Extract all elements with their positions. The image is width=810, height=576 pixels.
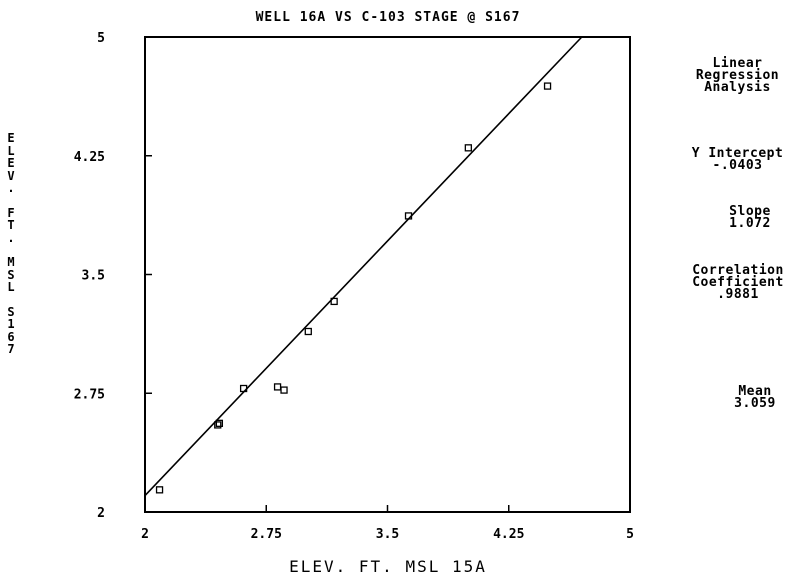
y-axis-label-char: . — [7, 230, 15, 245]
y-axis-label-char: 6 — [7, 329, 15, 344]
slope-value: 1.072 — [729, 216, 771, 231]
data-point — [215, 419, 224, 427]
data-point — [330, 297, 338, 306]
y-tick-label: 2 — [97, 506, 105, 521]
analysis-title-line-3: Analysis — [704, 80, 771, 95]
data-point — [404, 212, 413, 220]
x-tick-label: 4.25 — [493, 527, 524, 542]
correlation-value: .9881 — [717, 287, 759, 302]
regression-line — [144, 36, 583, 497]
data-point — [280, 386, 288, 394]
y-tick-label: 4.25 — [74, 150, 105, 165]
data-point — [543, 82, 552, 90]
mean-label: Mean — [738, 384, 772, 399]
x-axis-label: ELEV. FT. MSL 15A — [289, 557, 487, 576]
y-axis-label-char: S — [7, 267, 15, 282]
y-axis-label-char: V — [7, 168, 15, 183]
y-axis-label-char: . — [7, 181, 15, 195]
y-intercept-value: -.0403 — [712, 158, 763, 173]
y-axis-label-char: L — [7, 143, 15, 158]
y-axis-label-char: F — [7, 205, 15, 220]
y-axis-label-char: E — [7, 156, 15, 170]
y-axis-label-char: T — [7, 218, 15, 232]
correlation-label-line-1: Correlation — [692, 263, 784, 278]
y-tick-label: 3.5 — [82, 269, 105, 284]
y-axis-label-char: 7 — [7, 342, 15, 356]
slope-block: Slope 1.072 — [700, 204, 800, 231]
x-tick-label: 2.75 — [251, 527, 282, 542]
y-axis-label-char: L — [7, 280, 15, 294]
data-point — [239, 384, 248, 393]
y-axis-label-char: M — [7, 255, 15, 269]
analysis-title-line-1: Linear — [712, 56, 763, 71]
y-intercept-block: Y Intercept -.0403 — [665, 146, 810, 173]
correlation-label-line-2: Coefficient — [692, 275, 784, 290]
x-tick-label: 2 — [141, 527, 149, 542]
data-point — [155, 486, 164, 494]
correlation-block: Correlation Coefficient .9881 — [666, 263, 810, 302]
analysis-title-line-2: Regression — [695, 68, 780, 83]
y-axis-label-char: 1 — [7, 317, 15, 331]
data-point — [304, 327, 312, 336]
plot-frame — [144, 36, 631, 513]
mean-block: Mean 3.059 — [715, 384, 795, 411]
y-tick-label: 2.75 — [74, 387, 105, 402]
y-axis-label-char: E — [7, 131, 15, 145]
x-tick-label: 3.5 — [376, 527, 399, 542]
y-intercept-label: Y Intercept — [691, 146, 784, 161]
regression-summary: Linear Regression Analysis — [670, 56, 805, 95]
data-point — [464, 144, 472, 152]
mean-value: 3.059 — [734, 396, 776, 411]
data-point — [214, 421, 222, 429]
y-tick-label: 5 — [97, 31, 105, 46]
chart-title: WELL 16A VS C-103 STAGE @ S167 — [256, 10, 521, 25]
slope-label: Slope — [729, 204, 771, 219]
x-tick-label: 5 — [626, 527, 634, 542]
y-axis-label-char: S — [7, 304, 15, 319]
data-point — [273, 383, 282, 391]
